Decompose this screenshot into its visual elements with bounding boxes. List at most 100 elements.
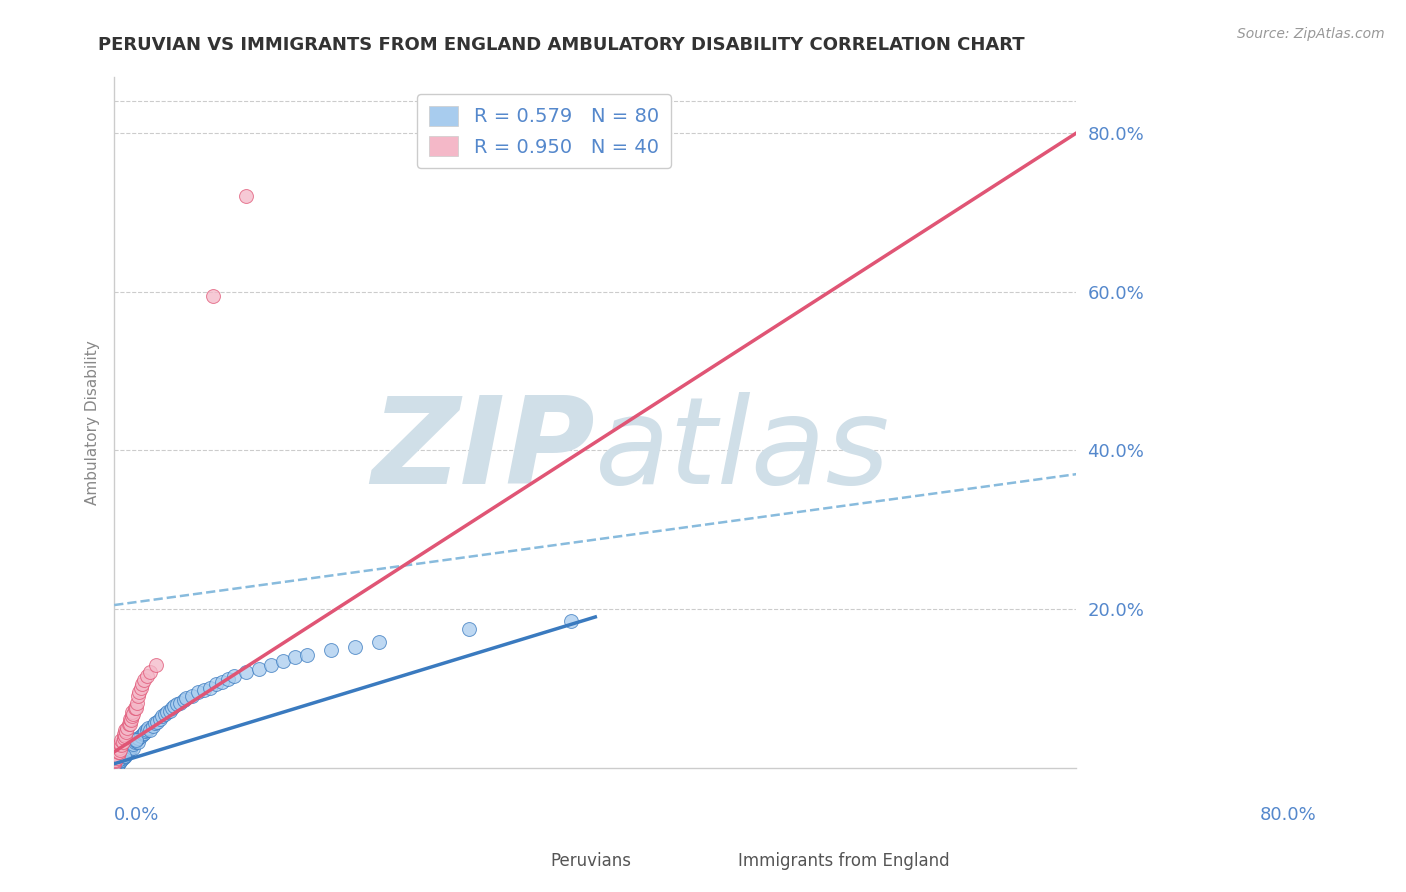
Point [111, 751, 134, 765]
Point [127, 731, 149, 745]
Point [118, 741, 141, 756]
Point [200, 681, 222, 696]
Point [108, 740, 131, 755]
Point [108, 754, 131, 768]
Point [121, 739, 143, 753]
Point [131, 677, 153, 691]
Point [114, 729, 136, 743]
Point [108, 755, 131, 769]
Point [235, 665, 257, 680]
Point [125, 701, 148, 715]
Point [114, 745, 136, 759]
Point [125, 733, 148, 747]
Point [115, 743, 138, 757]
Point [104, 758, 127, 772]
Point [107, 756, 129, 771]
Point [108, 743, 131, 757]
Point [110, 749, 132, 764]
Point [118, 737, 141, 751]
Point [115, 725, 138, 739]
Point [110, 739, 132, 753]
Point [108, 737, 131, 751]
Point [142, 719, 165, 733]
Point [201, 288, 224, 302]
Point [166, 697, 188, 711]
Point [118, 712, 141, 726]
Point [111, 735, 134, 749]
Point [117, 740, 139, 755]
Point [121, 709, 143, 723]
Point [235, 189, 257, 203]
Point [136, 721, 159, 735]
Point [127, 690, 149, 704]
Point [134, 673, 156, 688]
Point [121, 705, 143, 719]
Point [153, 706, 176, 721]
Text: Immigrants from England: Immigrants from England [738, 852, 949, 870]
Point [139, 665, 162, 680]
Point [112, 727, 135, 741]
Point [105, 756, 128, 771]
Point [125, 732, 148, 747]
Point [134, 724, 156, 739]
Point [156, 705, 179, 719]
Point [107, 748, 129, 763]
Point [107, 755, 129, 769]
Point [211, 675, 233, 690]
Point [129, 729, 152, 743]
Point [117, 717, 139, 731]
Point [259, 657, 281, 672]
Point [458, 622, 481, 636]
Point [103, 756, 125, 771]
Point [122, 706, 145, 721]
Point [271, 654, 294, 668]
Point [114, 748, 136, 763]
Point [127, 735, 149, 749]
Point [319, 643, 342, 657]
Point [122, 740, 145, 755]
Point [150, 709, 173, 723]
Point [125, 696, 148, 710]
Point [343, 640, 366, 654]
Point [224, 669, 246, 683]
Point [135, 723, 157, 737]
Point [105, 757, 128, 772]
Point [114, 723, 136, 737]
Point [117, 743, 139, 757]
Point [173, 693, 195, 707]
Point [108, 756, 131, 770]
Point [124, 735, 146, 749]
Point [217, 672, 239, 686]
Point [104, 753, 127, 767]
Point [120, 740, 142, 755]
Point [163, 698, 186, 713]
Point [205, 677, 228, 691]
Point [145, 657, 167, 672]
Point [104, 759, 127, 773]
Point [112, 749, 135, 764]
Point [117, 745, 139, 759]
Point [367, 635, 389, 649]
Point [112, 748, 135, 763]
Point [187, 685, 209, 699]
Y-axis label: Ambulatory Disability: Ambulatory Disability [86, 340, 100, 505]
Point [193, 682, 215, 697]
Point [120, 713, 142, 727]
Text: 80.0%: 80.0% [1260, 805, 1317, 823]
Point [128, 685, 150, 699]
Point [121, 735, 143, 749]
Point [169, 696, 191, 710]
Point [129, 681, 152, 696]
Point [110, 733, 132, 747]
Point [117, 721, 139, 735]
Text: Peruvians: Peruvians [550, 852, 631, 870]
Point [105, 751, 128, 765]
Point [159, 704, 181, 718]
Point [115, 747, 138, 762]
Point [104, 755, 127, 769]
Legend: R = 0.579   N = 80, R = 0.950   N = 40: R = 0.579 N = 80, R = 0.950 N = 40 [418, 94, 671, 169]
Point [105, 748, 128, 763]
Point [108, 751, 131, 765]
Point [146, 714, 169, 729]
Point [295, 648, 318, 662]
